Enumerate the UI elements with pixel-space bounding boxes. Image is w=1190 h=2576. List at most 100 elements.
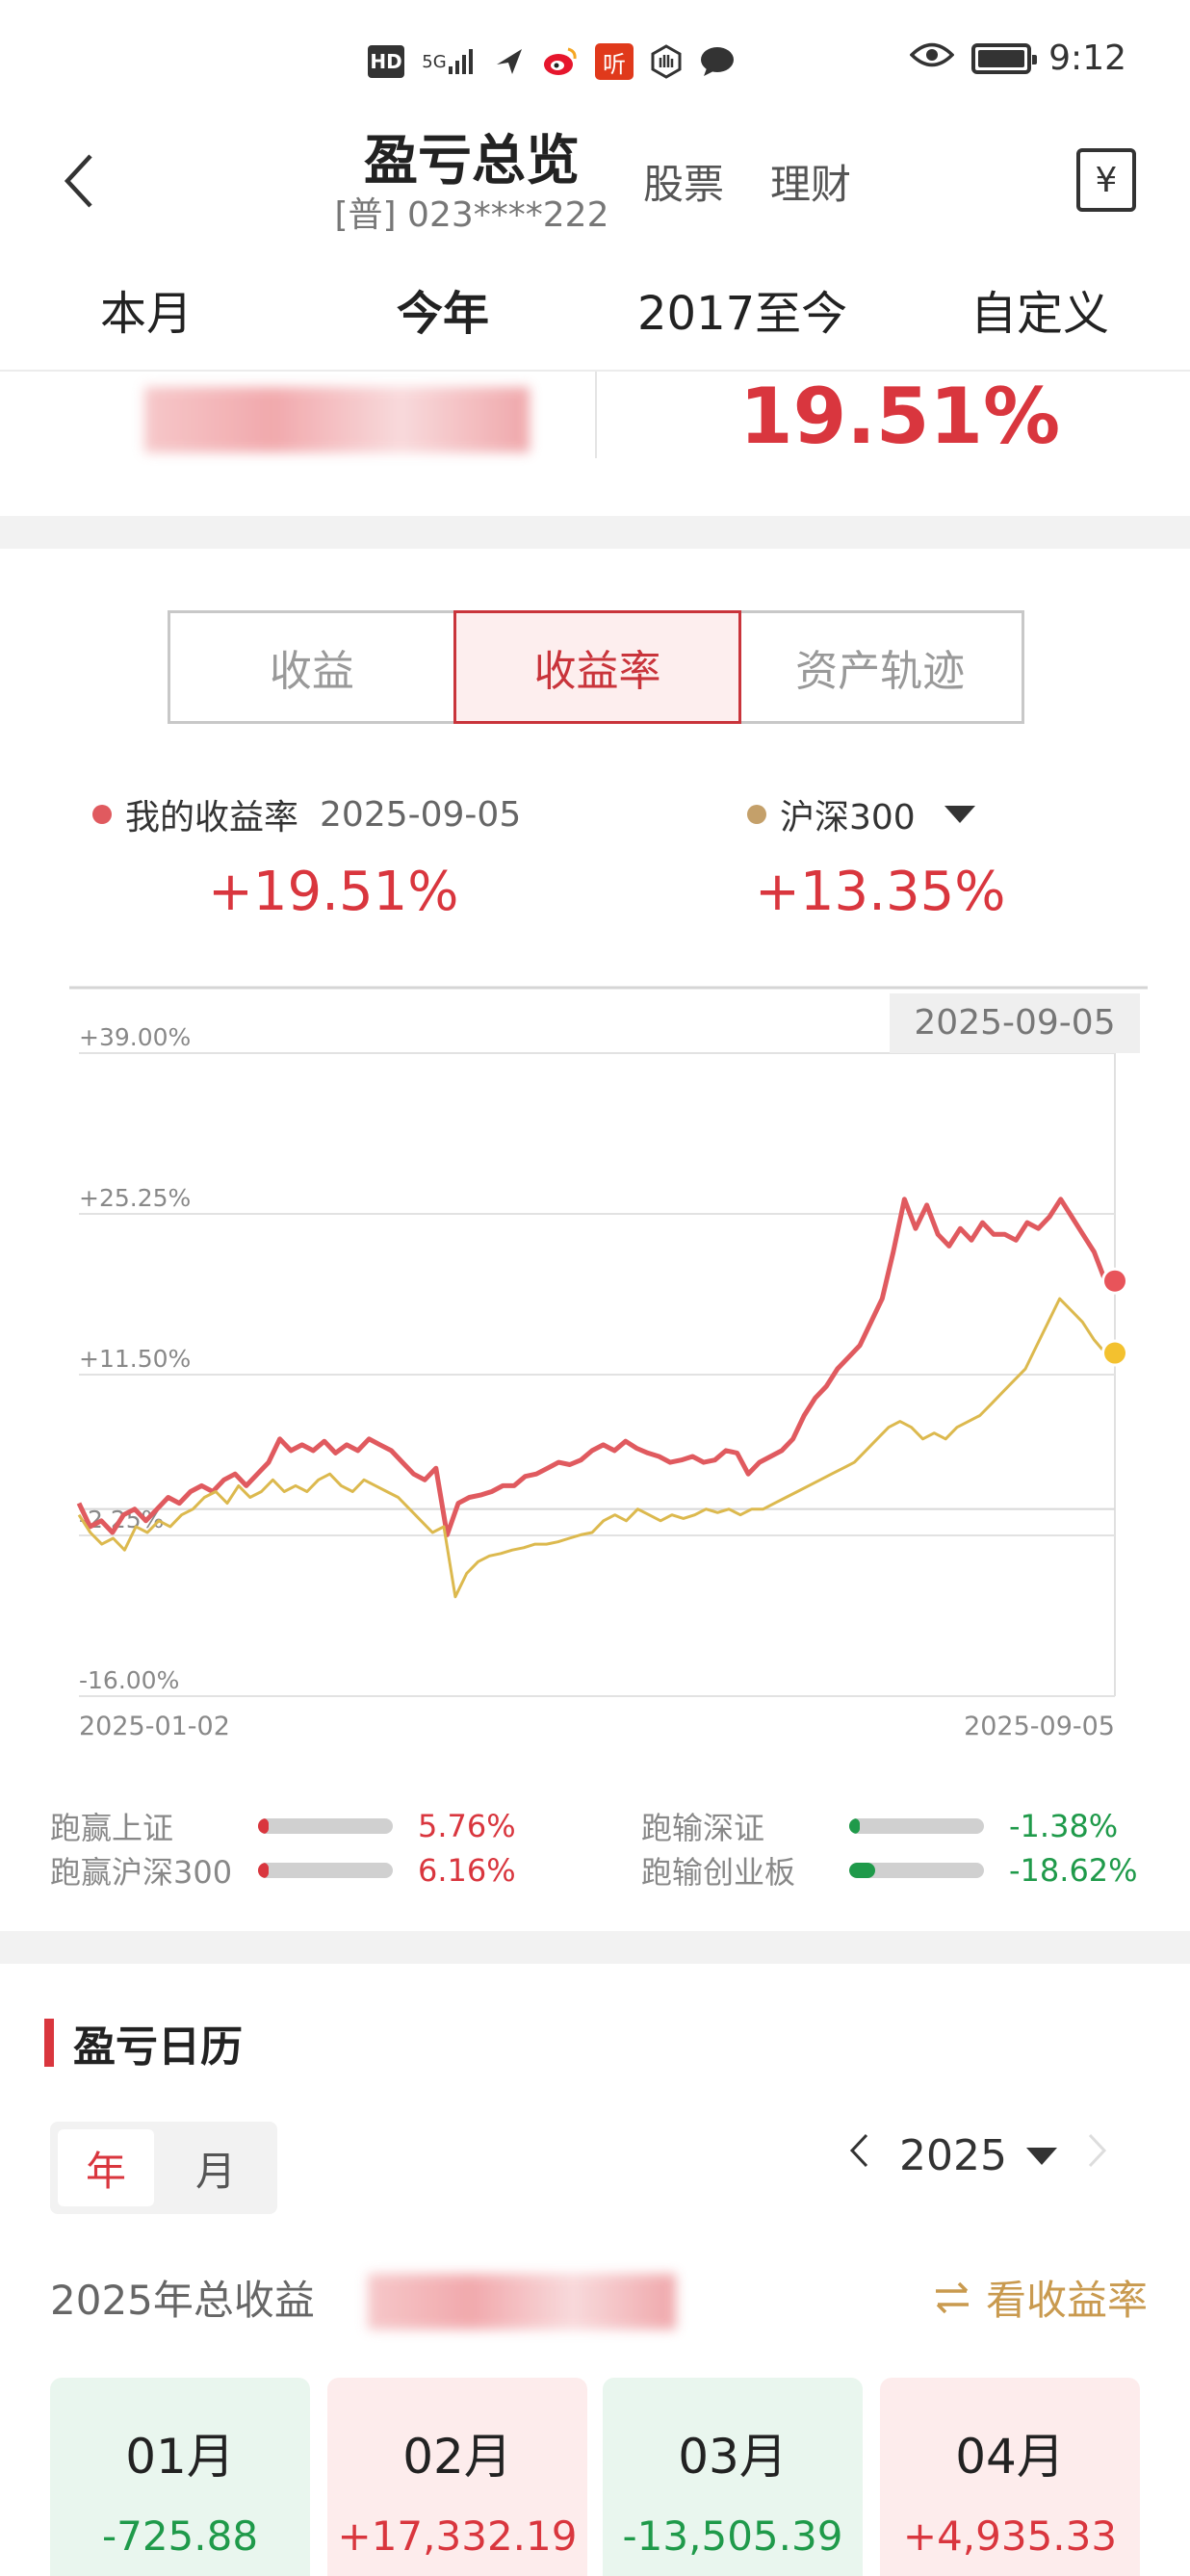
calendar-title: 盈亏日历 [73, 2022, 243, 2072]
selected-year[interactable]: 2025 [899, 2131, 1007, 2180]
compare-row-sz: 跑输深证 -1.38% [641, 1804, 1118, 1848]
period-tab-since-2017[interactable]: 2017至今 [637, 287, 848, 341]
y-tick-label: +25.25% [79, 1184, 191, 1212]
period-tab-month[interactable]: 本月 [100, 287, 194, 341]
toggle-year[interactable]: 年 [58, 2129, 154, 2206]
year-total-label: 2025年总收益 [50, 2277, 315, 2324]
x-start-label: 2025-01-02 [79, 1712, 230, 1741]
header-tab-wealth[interactable]: 理财 [770, 161, 852, 208]
signal-bars-icon [448, 49, 473, 74]
legend-mine-label: 我的收益率 [125, 798, 299, 837]
month-card-01[interactable]: 01月 -725.88 [50, 2378, 310, 2576]
compare-label: 跑输深证 [641, 1810, 765, 1846]
swap-icon [935, 2281, 969, 2313]
month-name: 03月 [678, 2429, 788, 2485]
view-return-rate-button[interactable]: 看收益率 [932, 2268, 1148, 2327]
compare-bar [849, 1863, 984, 1878]
month-value: +4,935.33 [902, 2512, 1118, 2560]
compare-row-sh: 跑赢上证 5.76% [50, 1804, 516, 1848]
segment-return-rate[interactable]: 收益率 [453, 610, 742, 724]
period-tabs: 本月 今年 2017至今 自定义 [0, 266, 1190, 348]
hover-date-box [890, 993, 1140, 1053]
y-tick-label: -16.00% [79, 1666, 179, 1694]
month-grid: 01月 -725.88 02月 +17,332.19 03月 -13,505.3… [50, 2378, 1140, 2576]
page-title: 盈亏总览 [364, 130, 580, 193]
month-name: 04月 [955, 2429, 1065, 2485]
next-year-icon[interactable] [1086, 2131, 1109, 2180]
year-dropdown-icon[interactable] [1025, 2147, 1057, 2165]
prev-year-icon[interactable] [847, 2131, 870, 2180]
clock: 9:12 [1048, 39, 1126, 78]
hd-icon: HD [368, 45, 404, 78]
view-return-rate-label: 看收益率 [985, 2277, 1148, 2324]
network-label: 5G [422, 51, 447, 72]
period-tab-custom[interactable]: 自定义 [970, 287, 1110, 341]
account-subtitle: [普] 023****222 [334, 195, 609, 235]
compare-row-hs300: 跑赢沪深300 6.16% [50, 1848, 516, 1893]
tabs-divider [0, 370, 1190, 372]
compare-bar-fill [258, 1818, 270, 1834]
header-tab-stock[interactable]: 股票 [643, 161, 725, 208]
hand-icon [649, 42, 684, 81]
chart-legend: 我的收益率 2025-09-05 +19.51% 沪深300 +13.35% [0, 789, 1190, 934]
compare-value: 5.76% [418, 1808, 516, 1844]
title-block: 盈亏总览 [普] 023****222 [0, 106, 944, 241]
summary-separator [595, 372, 597, 458]
compare-bar-fill [258, 1863, 270, 1878]
month-name: 02月 [402, 2429, 512, 2485]
title-accent-bar [44, 2019, 54, 2067]
compare-row-cyb: 跑输创业板 -18.62% [641, 1848, 1138, 1893]
chart-svg: +39.00%+25.25%+11.50%-2.25%-16.00%2025-0… [69, 986, 1148, 1741]
location-icon [493, 42, 526, 81]
status-bar: HD 5G 听 9:12 [0, 0, 1190, 131]
series-end-point-mine [1104, 1270, 1125, 1292]
chart-mode-segment: 收益 收益率 资产轨迹 [168, 610, 1024, 724]
month-card-04[interactable]: 04月 +4,935.33 [880, 2378, 1140, 2576]
y-tick-label: +11.50% [79, 1345, 191, 1373]
legend-bench[interactable]: 沪深300 +13.35% [747, 789, 1005, 923]
y-tick-label: +39.00% [79, 1023, 191, 1051]
month-name: 01月 [125, 2429, 235, 2485]
weibo-icon [541, 42, 580, 81]
compare-label: 跑赢上证 [50, 1810, 174, 1846]
bill-icon[interactable]: ¥ [1076, 148, 1136, 212]
section-gap [0, 516, 1190, 549]
year-total-row: 2025年总收益 看收益率 [50, 2268, 1148, 2335]
benchmark-dropdown-icon[interactable] [944, 806, 975, 823]
compare-bar [258, 1818, 393, 1834]
compare-bar-fill [849, 1818, 861, 1834]
compare-bar-fill [849, 1863, 875, 1878]
period-tab-year[interactable]: 今年 [397, 287, 490, 341]
month-card-02[interactable]: 02月 +17,332.19 [327, 2378, 587, 2576]
compare-bar [849, 1818, 984, 1834]
month-card-03[interactable]: 03月 -13,505.39 [603, 2378, 863, 2576]
benchmark-comparison: 跑赢上证 5.76% 跑赢沪深300 6.16% 跑输深证 -1.38% 跑输创… [0, 1804, 1190, 1900]
legend-bench-dot [747, 805, 766, 824]
month-value: +17,332.19 [337, 2512, 578, 2560]
legend-bench-label-row[interactable]: 沪深300 [747, 789, 1005, 839]
legend-mine-label-row: 我的收益率 2025-09-05 [92, 789, 521, 839]
calendar-section-title: 盈亏日历 [44, 2012, 243, 2074]
compare-value: -18.62% [1009, 1852, 1138, 1889]
hover-date-label: 2025-09-05 [914, 1003, 1115, 1043]
return-rate-chart[interactable]: +39.00% +25.25% +11.50% -2.25% -16.00% 2025-0… [69, 984, 1148, 1754]
x-end-label: 2025-09-05 [964, 1712, 1115, 1741]
compare-label: 跑赢沪深300 [50, 1854, 233, 1891]
segment-asset-track[interactable]: 资产轨迹 [795, 647, 966, 696]
ting-icon: 听 [595, 43, 634, 80]
status-icons: HD 5G 听 [368, 42, 736, 81]
segment-profit[interactable]: 收益 [170, 613, 456, 721]
series-line-hs300 [77, 1297, 1107, 1599]
year-selector: 2025 [847, 2131, 1109, 2180]
year-month-toggle: 年 月 [50, 2122, 277, 2214]
back-icon[interactable] [60, 152, 98, 210]
legend-mine: 我的收益率 2025-09-05 +19.51% [92, 789, 521, 923]
app-header: 盈亏总览 [普] 023****222 股票 理财 ¥ [0, 106, 1190, 241]
toggle-month[interactable]: 月 [194, 2147, 236, 2195]
compare-label: 跑输创业板 [641, 1854, 796, 1891]
total-return-rate: 19.51% [739, 372, 1061, 461]
5g-signal-icon: 5G [420, 42, 478, 81]
bill-glyph: ¥ [1095, 160, 1118, 200]
masked-amount-block [144, 387, 530, 452]
chat-icon [699, 42, 736, 81]
